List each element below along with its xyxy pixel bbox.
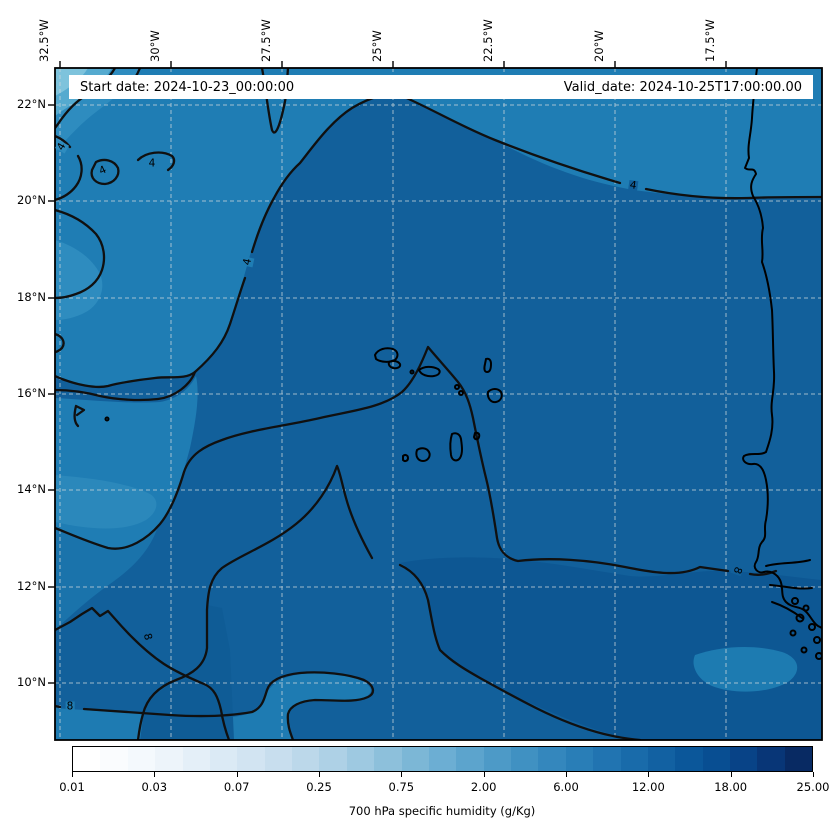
colorbar-segment [730,747,758,771]
axis-ticks [48,61,727,684]
colorbar-segment [237,747,265,771]
colorbar-segment [127,747,156,771]
colorbar-segment [428,747,457,771]
left-axis-tick-label: 18°N [17,290,46,304]
coastlines [104,68,822,660]
colorbar-label: 700 hPa specific humidity (g/Kg) [348,804,536,818]
left-axis-tick-label: 22°N [17,97,46,111]
map-frame [54,67,823,741]
colorbar-segment [647,747,676,771]
colorbar-segment [319,747,347,771]
african-coastline [742,68,822,629]
colorbar-segment [264,747,292,771]
colorbar-segment [292,747,320,771]
left-axis-tick-label: 16°N [17,386,46,400]
colorbar-tick [648,772,650,777]
colorbar-tick-label: 0.75 [388,780,415,794]
colorbar-tick [72,772,73,777]
colorbar-segment [593,747,621,771]
colorbar-tick-label: 6.00 [553,780,579,794]
colorbar-segment [374,747,402,771]
top-axis-tick-label: 22.5°W [481,19,495,62]
gridlines [55,68,822,740]
colorbar-segment [346,747,375,771]
colorbar-segment [73,747,101,771]
contour-label: 4 [147,157,157,170]
colorbar-segment [784,747,813,771]
top-axis-tick-label: 32.5°W [37,19,51,62]
colorbar-tick-label: 0.03 [141,780,168,794]
colorbar-tick-label: 0.07 [223,780,250,794]
colorbar-segment [155,747,183,771]
colorbar [72,746,813,772]
colorbar-tick [154,772,156,777]
colorbar-tick [483,772,485,777]
bijagos-islands [789,597,822,660]
colorbar-tick [566,772,567,777]
colorbar-segment [538,747,566,771]
start-date-label: Start date: 2024-10-23_00:00:00 [80,79,295,95]
colorbar-tick-label: 2.00 [470,780,497,794]
colorbar-tick-label: 12.00 [631,780,665,794]
valid-date-label: Valid_date: 2024-10-25T17:00:00.00 [563,79,802,95]
colorbar-segment [675,747,703,771]
top-axis-tick-label: 20°W [592,30,606,62]
field-fills [55,68,822,740]
colorbar-segment [483,747,511,771]
colorbar-segment [620,747,648,771]
colorbar-tick-label: 0.01 [59,780,85,794]
colorbar-segment [209,747,238,771]
left-axis-tick-label: 14°N [17,482,46,496]
top-axis-tick-label: 30°W [148,30,162,62]
colorbar-tick [319,772,320,777]
colorbar-segment [182,747,210,771]
colorbar-tick-label: 0.25 [306,780,332,794]
colorbar-segment [565,747,594,771]
colorbar-segment [100,747,128,771]
colorbar-segment [702,747,730,771]
left-axis-tick-label: 20°N [17,193,46,207]
colorbar-tick [730,772,732,777]
colorbar-segment [456,747,484,771]
colorbar-segment [757,747,785,771]
top-axis-tick-label: 27.5°W [259,19,273,62]
title-bar: Start date: 2024-10-23_00:00:00 Valid_da… [69,75,813,99]
left-axis-tick-label: 12°N [17,579,46,593]
contour-label: 8 [65,700,75,713]
colorbar-tick [813,772,814,777]
cape-verde-islands [104,347,503,463]
colorbar-tick-label: 25.00 [796,780,830,794]
left-axis-tick-label: 10°N [17,675,46,689]
colorbar-segment [401,747,429,771]
top-axis-tick-label: 25°W [370,30,384,62]
colorbar-tick-label: 18.00 [714,780,748,794]
colorbar-segment [511,747,539,771]
top-axis-tick-label: 17.5°W [703,19,717,62]
contour-label: 4 [627,179,639,193]
colorbar-tick [236,772,238,777]
contour-lines [55,68,822,740]
colorbar-tick [401,772,403,777]
